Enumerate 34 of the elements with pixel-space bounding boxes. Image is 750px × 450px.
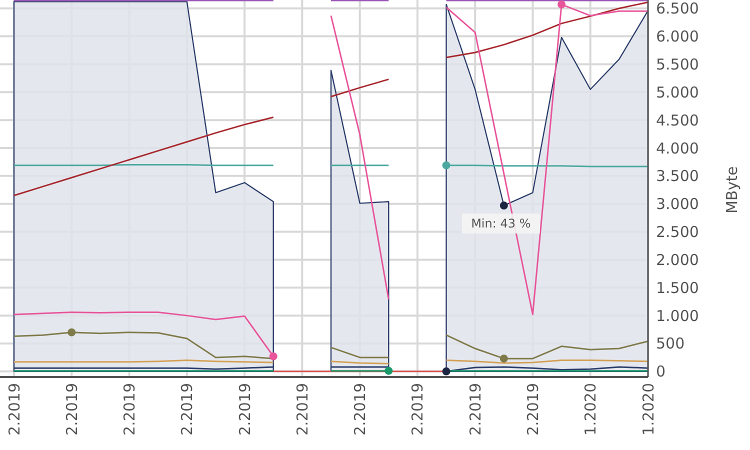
y-tick-label: 4.500 [656,111,699,130]
point [442,161,450,170]
x-tick-label: 2.2019 [466,383,484,436]
x-tick-label: 2.2019 [408,383,427,436]
x-tick-label: 2.2019 [62,383,81,436]
y-tick-label: 6.000 [656,28,699,46]
y-tick-label: 500 [656,334,685,353]
x-tick-label: 1.2020 [639,383,658,436]
x-tick-label: 2.2019 [120,383,139,436]
point [384,366,393,375]
y-tick-label: 2.000 [656,250,699,269]
x-tick-label: 2.2019 [5,383,24,436]
y-tick-label: 0 [656,362,666,381]
y-tick-label: 2.500 [656,223,699,242]
x-tick-label: 2.2019 [236,383,254,436]
y-tick-label: 1.000 [656,306,699,325]
y-tick-label: 5.000 [656,83,699,102]
point [500,354,508,363]
x-tick-label: 2.2019 [178,383,196,436]
y-tick-label: 3.000 [656,195,699,214]
y-tick-label: 4.000 [656,139,699,158]
point [442,367,450,376]
x-tick-label: 1.2020 [582,383,600,436]
point [269,352,278,360]
x-tick-label: 2.2019 [351,383,370,436]
y-axis-title: MByte [723,166,741,214]
x-tick-label: 2.2019 [293,383,312,436]
annotation: Min: 43 % [471,216,531,231]
point [558,0,566,8]
y-tick-label: 1.500 [656,278,699,297]
y-tick-label: 5.500 [656,55,699,74]
y-tick-label: 6.500 [656,0,699,18]
y-tick-label: 3.500 [656,167,699,186]
x-tick-label: 2.2019 [524,383,542,436]
